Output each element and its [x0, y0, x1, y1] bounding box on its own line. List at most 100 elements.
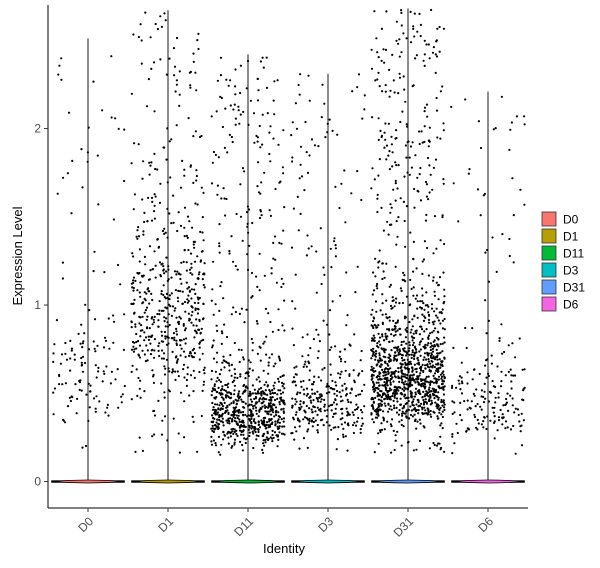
- data-point: [265, 436, 268, 439]
- data-point: [240, 348, 243, 352]
- data-point: [258, 289, 261, 292]
- data-point: [277, 355, 280, 358]
- data-point: [305, 254, 308, 257]
- data-point: [425, 328, 428, 331]
- data-point: [441, 360, 444, 363]
- data-point: [403, 219, 406, 223]
- data-point: [66, 405, 70, 408]
- data-point: [441, 379, 444, 382]
- data-point: [381, 90, 384, 93]
- data-point: [418, 374, 421, 377]
- data-point: [255, 434, 258, 437]
- data-point: [459, 401, 462, 404]
- data-point: [412, 408, 415, 411]
- data-point: [393, 325, 396, 328]
- data-point: [371, 374, 374, 377]
- data-point: [328, 118, 331, 121]
- data-point: [511, 397, 514, 400]
- data-point: [414, 381, 417, 384]
- data-point: [260, 390, 263, 393]
- data-point: [438, 411, 441, 414]
- data-point: [249, 392, 252, 395]
- data-point: [415, 370, 418, 373]
- data-point: [267, 438, 270, 442]
- data-point: [395, 243, 398, 246]
- data-point: [170, 276, 173, 279]
- data-point: [485, 376, 488, 379]
- data-point: [452, 182, 455, 185]
- data-point: [390, 373, 393, 376]
- data-point: [183, 235, 186, 238]
- data-point: [148, 327, 151, 330]
- data-point: [480, 389, 483, 392]
- violin-body: [131, 479, 205, 484]
- data-point: [433, 443, 436, 447]
- data-point: [403, 350, 406, 353]
- data-point: [424, 180, 428, 184]
- data-point: [423, 53, 426, 56]
- data-point: [141, 329, 144, 332]
- data-point: [217, 435, 221, 438]
- data-point: [376, 407, 379, 411]
- data-point: [163, 365, 166, 368]
- data-point: [135, 347, 138, 350]
- data-point: [130, 320, 133, 323]
- data-point: [294, 403, 297, 406]
- data-point: [241, 167, 245, 170]
- data-point: [195, 169, 198, 172]
- data-point: [144, 263, 147, 266]
- data-point: [160, 334, 164, 337]
- data-point: [434, 327, 437, 330]
- data-point: [430, 399, 433, 402]
- data-point: [399, 333, 402, 336]
- data-point: [157, 246, 160, 249]
- data-point: [276, 421, 279, 424]
- data-point: [203, 366, 206, 369]
- data-point: [324, 136, 327, 139]
- data-point: [399, 397, 402, 400]
- data-point: [388, 150, 391, 153]
- data-point: [411, 384, 414, 387]
- data-point: [435, 247, 438, 250]
- data-point: [382, 339, 386, 342]
- data-point: [378, 405, 381, 408]
- data-point: [382, 384, 385, 387]
- data-point: [341, 389, 344, 392]
- data-point: [411, 400, 414, 403]
- data-point: [218, 404, 221, 407]
- data-point: [411, 370, 414, 373]
- data-point: [422, 358, 425, 361]
- data-point: [419, 367, 422, 370]
- data-point: [384, 90, 387, 93]
- data-point: [158, 309, 161, 312]
- data-point: [134, 450, 137, 453]
- data-point: [412, 286, 415, 289]
- data-point: [394, 351, 397, 354]
- data-point: [182, 363, 186, 366]
- data-point: [517, 413, 520, 416]
- data-point: [138, 322, 141, 325]
- data-point: [432, 276, 435, 279]
- data-point: [162, 293, 165, 297]
- data-point: [62, 419, 65, 422]
- data-point: [384, 404, 387, 407]
- data-point: [379, 129, 382, 132]
- data-point: [395, 164, 398, 167]
- data-point: [106, 403, 109, 406]
- data-point: [390, 408, 393, 411]
- data-point: [360, 198, 363, 202]
- data-point: [385, 144, 389, 147]
- data-point: [400, 393, 403, 396]
- data-point: [404, 387, 407, 390]
- data-point: [200, 339, 203, 342]
- data-point: [265, 86, 269, 89]
- data-point: [403, 395, 406, 398]
- data-point: [257, 430, 260, 434]
- data-point: [457, 220, 460, 223]
- data-point: [344, 221, 347, 224]
- data-point: [227, 84, 230, 87]
- data-point: [440, 398, 443, 402]
- data-point: [331, 415, 335, 418]
- data-point: [277, 377, 280, 380]
- data-point: [497, 419, 501, 422]
